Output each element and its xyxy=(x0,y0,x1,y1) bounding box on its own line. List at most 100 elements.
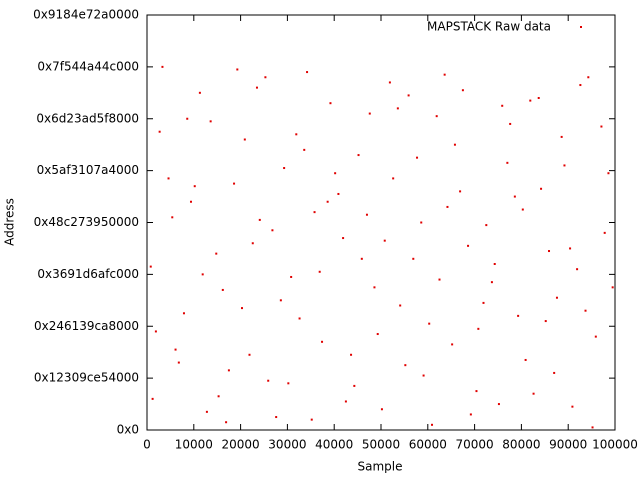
point xyxy=(376,333,379,336)
point xyxy=(513,195,516,198)
x-tick-label: 30000 xyxy=(268,438,306,452)
point xyxy=(594,335,597,338)
point xyxy=(571,405,574,408)
x-tick-label: 70000 xyxy=(456,438,494,452)
point xyxy=(264,76,267,79)
legend-label: MAPSTACK Raw data xyxy=(427,20,551,34)
point xyxy=(435,115,438,118)
point xyxy=(422,374,425,377)
point xyxy=(485,224,488,227)
point xyxy=(428,322,431,325)
point xyxy=(357,154,360,157)
point xyxy=(255,86,258,89)
x-tick-label: 60000 xyxy=(409,438,447,452)
x-tick-label: 100000 xyxy=(592,438,638,452)
point xyxy=(603,231,606,234)
x-tick-label: 80000 xyxy=(502,438,540,452)
point xyxy=(243,138,246,141)
point xyxy=(607,172,610,175)
point xyxy=(392,177,395,180)
point xyxy=(396,107,399,110)
point xyxy=(151,397,154,400)
point xyxy=(186,117,189,120)
point xyxy=(420,221,423,224)
point xyxy=(517,314,520,317)
point xyxy=(467,244,470,247)
point xyxy=(461,89,464,92)
point xyxy=(438,278,441,281)
point xyxy=(532,392,535,395)
point xyxy=(275,416,278,419)
point xyxy=(313,211,316,214)
point xyxy=(493,263,496,265)
point xyxy=(544,320,547,323)
point xyxy=(321,340,324,343)
point xyxy=(329,102,332,105)
point xyxy=(154,330,157,333)
point xyxy=(497,403,500,406)
point xyxy=(407,94,410,97)
point xyxy=(318,270,321,273)
point xyxy=(161,65,164,68)
point xyxy=(469,413,472,416)
point xyxy=(171,216,174,219)
y-tick-label: 0x5af3107a4000 xyxy=(37,163,139,177)
point xyxy=(326,200,329,203)
point xyxy=(227,369,230,372)
point xyxy=(310,418,313,421)
y-tick-label: 0x0 xyxy=(117,423,139,437)
point xyxy=(373,286,376,289)
y-tick-label: 0x7f544a44c000 xyxy=(37,59,139,73)
point xyxy=(303,148,306,151)
point xyxy=(177,361,180,364)
point xyxy=(201,273,204,276)
point xyxy=(189,200,192,203)
point xyxy=(215,252,218,255)
point xyxy=(548,250,551,253)
point xyxy=(446,205,449,208)
point xyxy=(569,247,572,250)
point xyxy=(365,213,368,216)
point xyxy=(501,104,504,107)
point xyxy=(443,73,446,76)
point xyxy=(388,81,391,84)
point xyxy=(225,421,228,424)
point xyxy=(221,288,224,291)
point xyxy=(342,237,345,240)
point xyxy=(490,281,493,284)
point xyxy=(399,304,402,307)
point xyxy=(537,97,540,99)
y-tick-label: 0x12309ce54000 xyxy=(34,371,139,385)
point xyxy=(555,296,558,299)
point xyxy=(193,185,196,188)
y-tick-label: 0x9184e72a0000 xyxy=(33,8,139,22)
point xyxy=(283,167,286,170)
point xyxy=(591,426,594,429)
point xyxy=(236,68,239,71)
point xyxy=(540,187,543,190)
point xyxy=(233,182,236,185)
point xyxy=(412,257,415,260)
y-tick-label: 0x6d23ad5f8000 xyxy=(36,111,139,125)
point xyxy=(267,379,270,382)
x-tick-label: 40000 xyxy=(315,438,353,452)
point xyxy=(149,265,152,268)
point xyxy=(560,135,563,138)
point xyxy=(404,364,407,367)
point xyxy=(167,177,170,180)
point xyxy=(475,390,478,393)
point xyxy=(209,120,212,123)
point xyxy=(451,343,454,346)
point xyxy=(579,84,582,87)
point xyxy=(295,133,298,136)
point xyxy=(380,408,383,411)
point xyxy=(158,130,161,133)
legend-marker xyxy=(580,26,582,28)
point xyxy=(298,317,301,320)
point xyxy=(587,76,590,79)
point xyxy=(279,299,282,302)
point xyxy=(584,309,587,312)
point xyxy=(416,156,419,159)
point xyxy=(350,353,353,356)
x-tick-label: 90000 xyxy=(549,438,587,452)
